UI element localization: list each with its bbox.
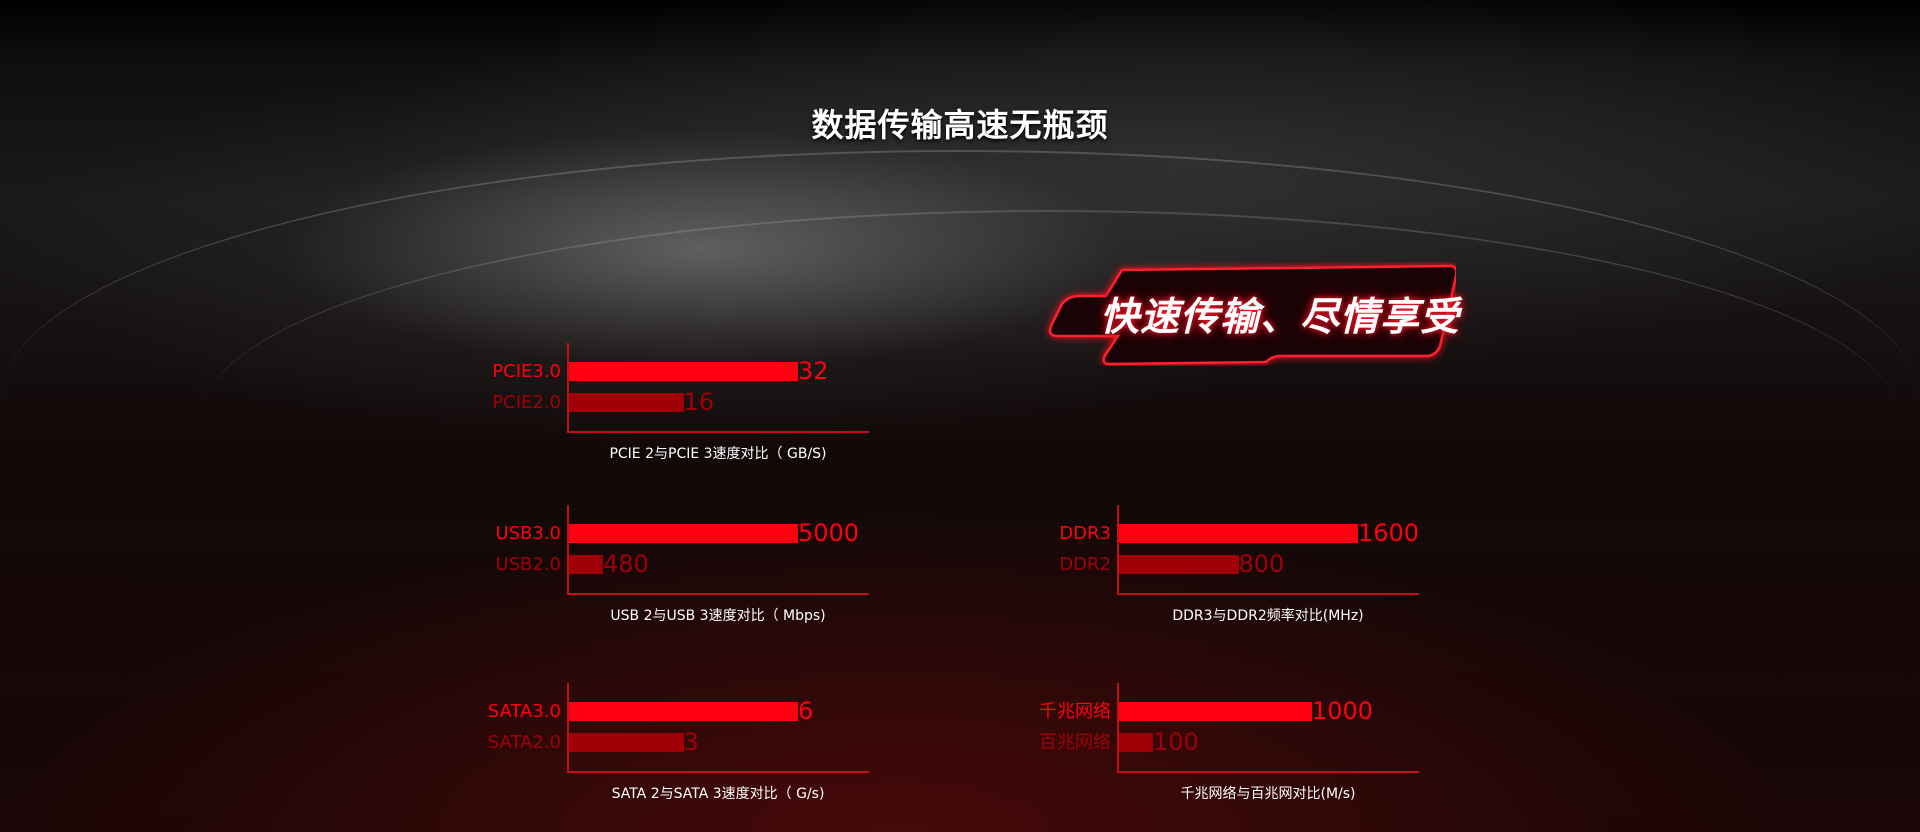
x-axis [567, 593, 869, 595]
bar-label: 千兆网络 [1039, 701, 1111, 722]
slogan-badge: 快速传输、尽情享受 [1040, 262, 1459, 366]
comparison-chart: USB3.0 5000 USB2.0 480 USB 2与USB 3速度对比（ Mbps… [495, 505, 987, 635]
x-axis [567, 771, 869, 773]
bar-label: USB3.0 [495, 523, 561, 544]
bar [569, 555, 603, 574]
y-axis [1117, 683, 1119, 773]
bar-value: 800 [1238, 550, 1285, 578]
background-swoosh [200, 210, 1900, 630]
page-title: 数据传输高速无瓶颈 [811, 106, 1109, 144]
bar-value: 16 [683, 388, 715, 416]
x-axis [1117, 771, 1419, 773]
bar [1119, 555, 1239, 574]
bar-value: 100 [1153, 728, 1199, 756]
chart-caption: USB 2与USB 3速度对比（ Mbps) [610, 608, 826, 624]
comparison-chart: SATA3.0 6 SATA2.0 3 SATA 2与SATA 3速度对比（ G/s) [488, 683, 987, 813]
bar-value: 6 [798, 697, 814, 725]
bar [1119, 524, 1358, 543]
badge-frame [1048, 264, 1456, 366]
bar [1119, 733, 1153, 752]
bar [569, 733, 684, 752]
bar-value: 32 [798, 357, 829, 385]
chart-caption: DDR3与DDR2频率对比(MHz) [1172, 608, 1364, 624]
bar-label: SATA2.0 [487, 732, 561, 753]
y-axis [1117, 505, 1119, 595]
comparison-chart: 千兆网络 1000 百兆网络 100 千兆网络与百兆网对比(M/s) [1039, 683, 1537, 813]
bar-label: DDR2 [1059, 554, 1111, 575]
bar [569, 393, 684, 412]
y-axis [567, 683, 569, 773]
bar-label: PCIE2.0 [492, 392, 561, 413]
bar-value: 1600 [1358, 519, 1420, 547]
bar-label: 百兆网络 [1039, 732, 1111, 753]
bar-value: 3 [683, 728, 699, 756]
x-axis [567, 431, 869, 433]
chart-caption: SATA 2与SATA 3速度对比（ G/s) [611, 786, 825, 802]
bar-label: USB2.0 [495, 554, 561, 575]
bar-value: 5000 [798, 519, 860, 547]
bar-label: PCIE3.0 [492, 361, 561, 382]
chart-caption: PCIE 2与PCIE 3速度对比（ GB/S) [609, 446, 827, 462]
y-axis [567, 343, 569, 433]
background-swoosh [0, 150, 1920, 650]
comparison-chart: DDR3 1600 DDR2 800 DDR3与DDR2频率对比(MHz) [1059, 505, 1537, 635]
bar-label: SATA3.0 [487, 701, 561, 722]
y-axis [567, 505, 569, 595]
bar-label: DDR3 [1059, 523, 1111, 544]
bar [569, 702, 798, 721]
bar-value: 480 [603, 550, 649, 578]
bar-value: 1000 [1312, 697, 1374, 725]
bar [1119, 702, 1312, 721]
slogan-text: 快速传输、尽情享受 [1100, 295, 1461, 340]
chart-caption: 千兆网络与百兆网对比(M/s) [1180, 786, 1356, 802]
bar [569, 524, 798, 543]
x-axis [1117, 593, 1419, 595]
comparison-chart: PCIE3.0 32 PCIE2.0 16 PCIE 2与PCIE 3速度对比（ GB/… [492, 343, 987, 473]
bar [569, 362, 798, 381]
